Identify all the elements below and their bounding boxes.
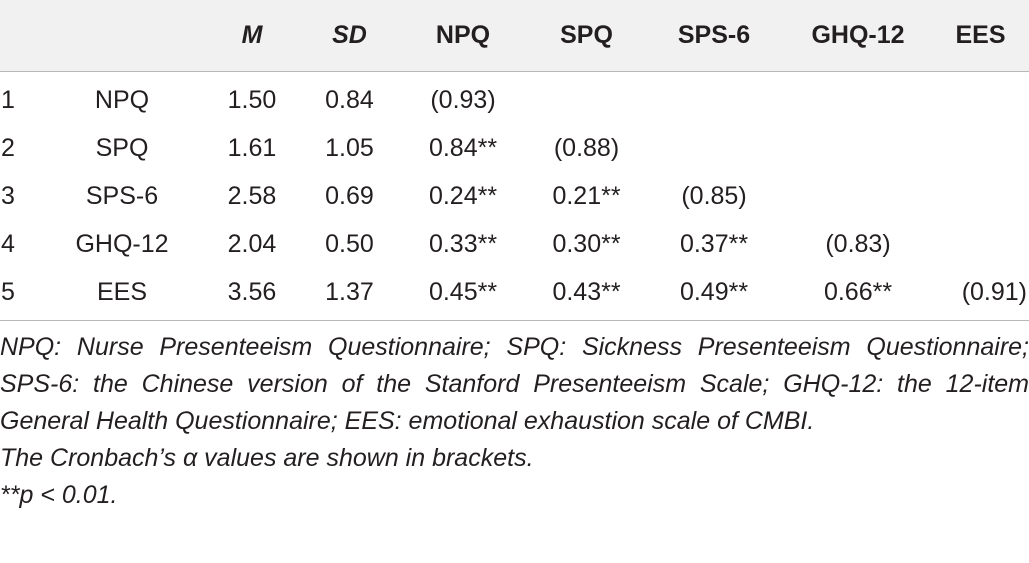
cell-ees (932, 124, 1029, 172)
cell-sd: 0.50 (325, 229, 374, 258)
row-index: 2 (1, 133, 15, 162)
cell-sd: 1.05 (325, 133, 374, 162)
cell-npq: 0.84** (428, 133, 498, 162)
row-variable: NPQ (94, 85, 150, 114)
cell-mean: 1.61 (227, 133, 277, 162)
cell-ghq12 (784, 124, 932, 172)
cell-spq: 0.43** (552, 277, 621, 306)
table-row: 3 SPS-6 2.58 0.69 0.24** 0.21** (0.85) (0, 172, 1029, 220)
correlation-table: M SD NPQ SPQ SPS-6 GHQ-12 EES 1 NPQ 1.50… (0, 0, 1029, 320)
cell-spq: 0.21** (552, 181, 621, 210)
cell-ees (932, 172, 1029, 220)
header-ees: EES (932, 0, 1029, 72)
cell-sd: 1.37 (325, 277, 374, 306)
cell-spq: 0.30** (552, 229, 621, 258)
row-index: 3 (1, 181, 15, 210)
cell-mean: 2.58 (227, 181, 277, 210)
row-variable: GHQ-12 (75, 229, 169, 258)
row-variable: SPS-6 (85, 181, 159, 210)
cell-ghq12 (784, 172, 932, 220)
table-bottom-rule (0, 320, 1029, 321)
cell-sd: 0.84 (325, 85, 374, 114)
cell-spq (529, 72, 644, 125)
footnote-abbreviations: NPQ: Nurse Presenteeism Questionnaire; S… (0, 333, 1029, 435)
cell-sps6: 0.37** (679, 229, 749, 258)
cell-sps6: (0.85) (681, 181, 747, 210)
cell-sps6 (644, 72, 784, 125)
header-npq: NPQ (397, 0, 529, 72)
row-variable: SPQ (95, 133, 149, 162)
cell-ghq12: (0.83) (825, 229, 891, 258)
cell-ees (932, 72, 1029, 125)
header-row: M SD NPQ SPQ SPS-6 GHQ-12 EES (0, 0, 1029, 72)
header-sps6: SPS-6 (644, 0, 784, 72)
table-row: 4 GHQ-12 2.04 0.50 0.33** 0.30** 0.37** … (0, 220, 1029, 268)
header-ghq12: GHQ-12 (784, 0, 932, 72)
header-spq: SPQ (529, 0, 644, 72)
cell-mean: 1.50 (227, 85, 277, 114)
row-index: 1 (1, 85, 15, 114)
cell-sps6 (644, 124, 784, 172)
cell-npq: 0.33** (428, 229, 498, 258)
row-index: 5 (1, 277, 15, 306)
cell-mean: 2.04 (227, 229, 277, 258)
cell-ghq12 (784, 72, 932, 125)
cell-npq: 0.24** (428, 181, 498, 210)
cell-npq: (0.93) (430, 85, 496, 114)
cell-sps6: 0.49** (679, 277, 749, 306)
cell-ees: (0.91) (961, 277, 1027, 306)
row-variable: EES (96, 277, 148, 306)
header-index (0, 0, 42, 72)
footnote-alpha: The Cronbach’s α values are shown in bra… (0, 444, 534, 472)
table-row: 5 EES 3.56 1.37 0.45** 0.43** 0.49** 0.6… (0, 268, 1029, 320)
row-index: 4 (1, 229, 15, 258)
cell-mean: 3.56 (227, 277, 277, 306)
header-mean: M (202, 0, 302, 72)
table-row: 1 NPQ 1.50 0.84 (0.93) (0, 72, 1029, 125)
cell-ees (932, 220, 1029, 268)
cell-npq: 0.45** (428, 277, 498, 306)
cell-spq: (0.88) (553, 133, 620, 162)
table-footnotes: NPQ: Nurse Presenteeism Questionnaire; S… (0, 321, 1029, 514)
cell-ghq12: 0.66** (823, 277, 893, 306)
header-variable (42, 0, 202, 72)
header-sd: SD (302, 0, 397, 72)
footnote-significance: **p < 0.01. (0, 481, 118, 509)
cell-sd: 0.69 (325, 181, 374, 210)
table-row: 2 SPQ 1.61 1.05 0.84** (0.88) (0, 124, 1029, 172)
